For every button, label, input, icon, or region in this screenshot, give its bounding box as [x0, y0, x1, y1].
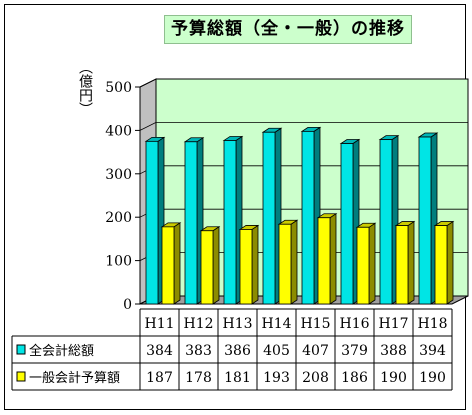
data-label: 383 — [185, 343, 212, 359]
bar-total-h13 — [223, 140, 237, 305]
data-label: 386 — [224, 343, 251, 359]
legend-label: 一般会計予算額 — [29, 370, 120, 386]
gridline — [139, 78, 468, 88]
y-axis-label: （億円） — [77, 60, 93, 116]
legend-swatch — [16, 344, 26, 355]
bar-total-h15 — [301, 130, 315, 305]
y-tick-label: 0 — [123, 297, 132, 313]
data-label: 190 — [419, 370, 446, 386]
data-label: 384 — [146, 343, 173, 359]
y-tick-label: 100 — [105, 254, 132, 270]
data-label: 379 — [341, 343, 368, 359]
bar-general-h12 — [200, 230, 214, 305]
bar-total-h16 — [340, 143, 354, 305]
bar-total-h18 — [418, 136, 432, 305]
bar-total-h12 — [184, 141, 198, 305]
bar-total-h17 — [379, 139, 393, 305]
bar-general-h16 — [356, 226, 370, 305]
data-label: 186 — [341, 370, 368, 386]
bar-general-h18 — [434, 225, 448, 305]
y-tick-label: 400 — [105, 123, 132, 139]
bar-side-general — [329, 212, 337, 305]
gridline — [139, 122, 468, 131]
legend-swatch — [16, 371, 26, 382]
y-tick-label: 200 — [105, 210, 132, 226]
legend-label: 全会計総額 — [29, 343, 94, 359]
bar-side-general — [212, 226, 220, 305]
data-label: 405 — [263, 343, 290, 359]
data-label: 190 — [380, 370, 407, 386]
x-tick-label: H13 — [222, 316, 252, 332]
data-label: 388 — [380, 343, 407, 359]
bar-general-h17 — [395, 225, 409, 305]
chart-title: 予算総額（全・一般）の推移 — [164, 15, 412, 44]
bar-side-general — [290, 219, 298, 305]
bar-side-general — [173, 222, 181, 305]
y-tick-label: 300 — [105, 167, 132, 183]
y-tick-label: 500 — [105, 80, 132, 96]
data-label: 394 — [419, 343, 446, 359]
bar-general-h14 — [278, 223, 292, 305]
x-tick-label: H11 — [144, 316, 174, 332]
bar-general-h11 — [161, 226, 175, 305]
x-tick-label: H17 — [378, 316, 408, 332]
bar-side-general — [446, 220, 454, 305]
data-label: 193 — [263, 370, 290, 386]
data-label: 181 — [224, 370, 251, 386]
bar-side-general — [368, 222, 376, 305]
bar-total-h14 — [262, 131, 276, 305]
x-tick-label: H16 — [339, 316, 369, 332]
bar-total-h11 — [145, 140, 159, 305]
x-tick-label: H12 — [183, 316, 213, 332]
x-tick-label: H18 — [417, 316, 447, 332]
bar-general-h13 — [239, 229, 253, 305]
bar-side-general — [407, 220, 415, 305]
data-label: 178 — [185, 370, 212, 386]
data-label: 407 — [302, 343, 329, 359]
x-tick-label: H14 — [261, 316, 291, 332]
x-tick-label: H15 — [300, 316, 330, 332]
bar-general-h15 — [317, 217, 331, 305]
bar-side-general — [251, 224, 259, 305]
data-label: 208 — [302, 370, 329, 386]
data-label: 187 — [146, 370, 173, 386]
